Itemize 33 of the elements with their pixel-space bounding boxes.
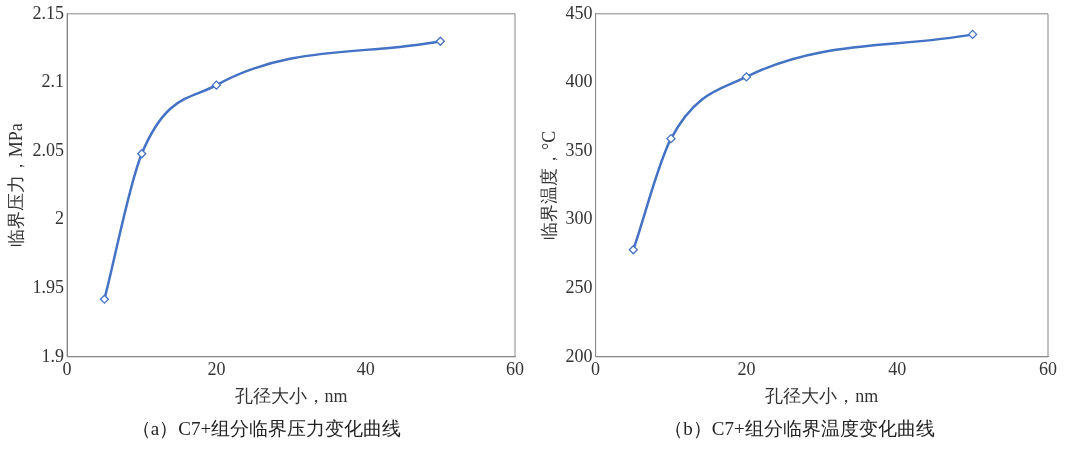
y-tick-label: 250 <box>565 276 593 297</box>
y-tick-label: 1.95 <box>32 276 65 297</box>
point <box>666 134 676 144</box>
y-tick-label: 200 <box>565 345 593 366</box>
x-tick-label: 0 <box>591 359 601 380</box>
x-tick-label: 40 <box>356 359 375 380</box>
point <box>741 72 752 82</box>
y-tick-label: 300 <box>565 208 593 229</box>
point <box>99 294 110 304</box>
text: （a）C7+组分临界压力变化曲线 <box>130 417 403 441</box>
x-tick-label: 40 <box>888 359 907 380</box>
y-tick-label: 2.1 <box>41 71 65 92</box>
y-tick-label: 2 <box>55 208 65 229</box>
x-tick-label: 20 <box>737 359 756 380</box>
y-axis-title: 临界温度，°C <box>538 130 559 240</box>
y-axis-title: 临界压力，MPa <box>5 123 26 248</box>
point <box>628 245 638 255</box>
text: （b）C7+组分临界温度变化曲线 <box>663 417 936 441</box>
point <box>967 29 978 40</box>
x-tick-label: 60 <box>506 359 524 380</box>
y-tick-label: 2.05 <box>32 139 65 160</box>
x-tick-label: 20 <box>207 359 226 380</box>
y-tick-label: 350 <box>565 139 593 160</box>
x-tick-label: 60 <box>1039 359 1057 380</box>
point <box>435 36 445 46</box>
point <box>137 149 147 159</box>
y-tick-label: 400 <box>565 71 593 92</box>
x-axis-title: 孔径大小，nm <box>765 385 879 406</box>
x-axis-title: 孔径大小，nm <box>234 385 348 406</box>
y-tick-label: 2.15 <box>32 2 65 23</box>
y-tick-label: 450 <box>565 2 593 23</box>
point <box>211 80 222 90</box>
x-tick-label: 0 <box>62 359 72 380</box>
